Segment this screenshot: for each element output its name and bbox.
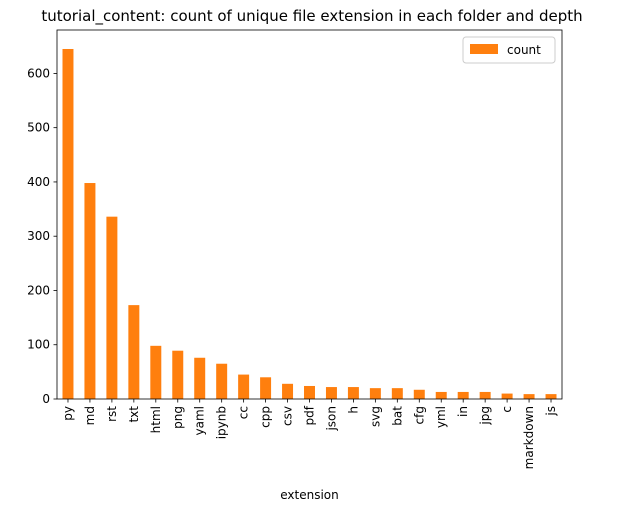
y-tick-label-0: 0 (42, 392, 50, 406)
bar-py (62, 48, 74, 399)
bar-js (545, 394, 557, 399)
y-tick-label-400: 400 (27, 175, 50, 189)
x-tick-label-markdown: markdown (522, 406, 536, 469)
bar-h (347, 387, 359, 399)
x-axis: py md rst txt html png yaml ipynb cc cpp csv pdf jso… (61, 399, 558, 469)
x-tick-label-csv: csv (281, 406, 295, 426)
bar-cfg (413, 389, 425, 399)
x-tick-label-pdf: pdf (303, 405, 317, 425)
x-tick-label-h: h (346, 406, 360, 414)
bar-html (150, 345, 162, 399)
x-tick-label-cpp: cpp (259, 406, 273, 428)
bar-json (325, 387, 337, 399)
x-tick-label-py: py (61, 406, 75, 421)
x-tick-label-c: c (500, 406, 514, 413)
y-tick-label-200: 200 (27, 283, 50, 297)
bar-cpp (260, 377, 272, 399)
bar-rst (106, 216, 118, 399)
x-tick-label-png: png (171, 406, 185, 429)
x-tick-label-bat: bat (390, 406, 404, 426)
legend: count (462, 36, 556, 64)
bar-pdf (304, 385, 315, 399)
bar-svg (369, 388, 381, 399)
y-tick-label-600: 600 (27, 66, 50, 80)
plot-frame (56, 29, 563, 400)
x-tick-label-js: js (544, 406, 558, 417)
x-tick-label-json: json (324, 406, 338, 432)
bar-yaml (194, 357, 206, 399)
x-tick-label-html: html (149, 406, 163, 433)
x-tick-label-md: md (83, 406, 97, 425)
bar-txt (128, 305, 140, 399)
bar-jpg (479, 391, 491, 399)
x-tick-label-cfg: cfg (412, 406, 426, 424)
y-axis: 0 100 200 300 400 500 600 (27, 66, 57, 406)
x-tick-label-yml: yml (434, 406, 448, 428)
legend-swatch (470, 44, 498, 54)
x-tick-label-cc: cc (237, 406, 251, 419)
bar-png (172, 350, 184, 399)
bar-csv (282, 383, 294, 399)
bar-bat (391, 388, 403, 399)
legend-box (462, 36, 556, 64)
x-tick-label-rst: rst (105, 406, 119, 422)
x-tick-label-ipynb: ipynb (215, 406, 229, 439)
bars-group (62, 48, 557, 399)
bar-ipynb (216, 363, 228, 399)
bar-md (84, 183, 96, 399)
legend-label: count (507, 43, 541, 57)
x-tick-label-svg: svg (368, 406, 382, 427)
bar-markdown (523, 394, 535, 399)
bar-in (457, 391, 469, 399)
x-tick-label-jpg: jpg (478, 406, 492, 426)
x-tick-label-txt: txt (127, 406, 141, 423)
chart-title: tutorial_content: count of unique file e… (41, 7, 582, 26)
x-axis-label: extension (280, 488, 339, 502)
y-tick-label-500: 500 (27, 121, 50, 135)
y-tick-label-300: 300 (27, 229, 50, 243)
x-tick-label-in: in (456, 406, 470, 417)
x-tick-label-yaml: yaml (193, 406, 207, 435)
bar-yml (435, 391, 447, 399)
y-tick-label-100: 100 (27, 338, 50, 352)
bar-cc (238, 374, 250, 399)
bar-c (501, 393, 513, 399)
